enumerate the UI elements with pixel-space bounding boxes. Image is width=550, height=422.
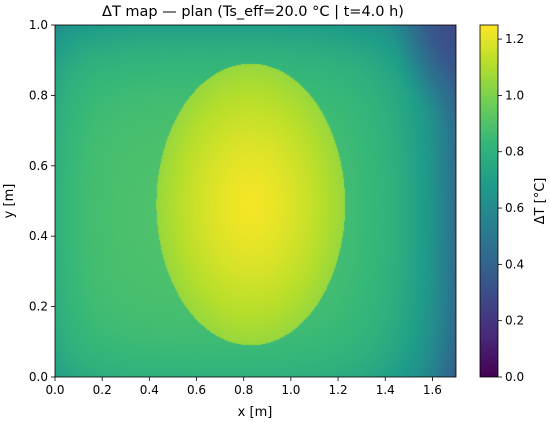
colorbar-tick-label: 1.2 <box>505 32 524 46</box>
x-tick-label: 1.6 <box>423 383 442 397</box>
x-axis: 0.0 0.2 0.4 0.6 0.8 1.0 1.2 1.4 1.6 <box>45 377 442 397</box>
colorbar-tick-label: 0.2 <box>505 314 524 328</box>
colorbar-tick-label: 1.0 <box>505 88 524 102</box>
plot-area <box>54 24 457 378</box>
x-tick-label: 1.2 <box>329 383 348 397</box>
colorbar: 0.0 0.2 0.4 0.6 0.8 1.0 1.2 ΔT [°C] <box>479 24 548 384</box>
colorbar-tick-label: 0.4 <box>505 257 524 271</box>
colorbar-tick-label: 0.6 <box>505 201 524 215</box>
y-tick-label: 0.0 <box>29 370 48 384</box>
heatmap-image <box>55 25 456 377</box>
colorbar-tick-label: 0.8 <box>505 145 524 159</box>
colorbar-tick-label: 0.0 <box>505 370 524 384</box>
colorbar-ticks: 0.0 0.2 0.4 0.6 0.8 1.0 1.2 <box>498 32 524 384</box>
x-tick-label: 0.8 <box>234 383 253 397</box>
x-tick-label: 0.0 <box>45 383 64 397</box>
chart-title: ΔT map — plan (Ts_eff=20.0 °C | t=4.0 h) <box>102 4 404 20</box>
colorbar-label: ΔT [°C] <box>533 178 548 225</box>
y-tick-label: 1.0 <box>29 18 48 32</box>
y-tick-label: 0.6 <box>29 159 48 173</box>
x-tick-label: 0.4 <box>140 383 159 397</box>
x-axis-label: x [m] <box>238 405 273 420</box>
x-tick-label: 1.4 <box>376 383 395 397</box>
y-tick-label: 0.2 <box>29 300 48 314</box>
plot-frame <box>54 24 457 378</box>
x-tick-label: 0.6 <box>187 383 206 397</box>
y-tick-label: 0.8 <box>29 88 48 102</box>
y-axis: 0.0 0.2 0.4 0.6 0.8 1.0 <box>29 18 55 384</box>
colorbar-gradient <box>480 25 498 377</box>
x-tick-label: 0.2 <box>93 383 112 397</box>
x-tick-label: 1.0 <box>281 383 300 397</box>
colorbar-frame <box>479 24 499 378</box>
y-tick-label: 0.4 <box>29 229 48 243</box>
y-axis-label: y [m] <box>2 184 17 219</box>
